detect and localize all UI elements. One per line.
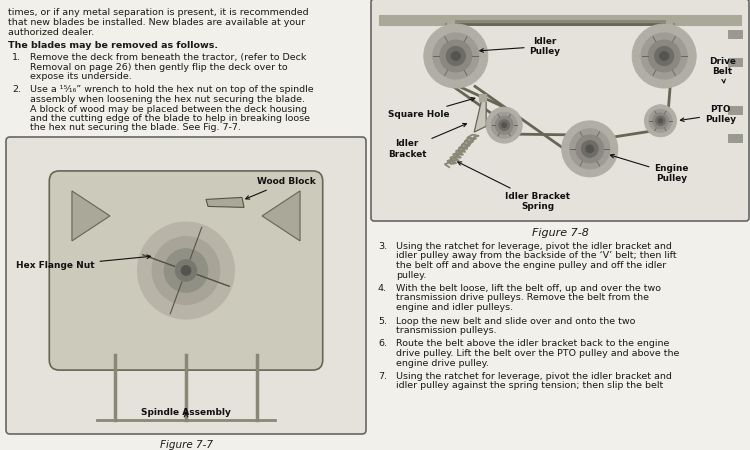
Text: transmission pulleys.: transmission pulleys.	[396, 326, 496, 335]
Circle shape	[446, 46, 466, 66]
Text: Remove the deck from beneath the tractor, (refer to Deck: Remove the deck from beneath the tractor…	[30, 53, 306, 62]
Text: transmission drive pulleys. Remove the belt from the: transmission drive pulleys. Remove the b…	[396, 293, 649, 302]
FancyBboxPatch shape	[6, 137, 366, 434]
Circle shape	[502, 122, 507, 128]
Text: Drive
Belt: Drive Belt	[710, 57, 736, 83]
Text: idler pulley against the spring tension; then slip the belt: idler pulley against the spring tension;…	[396, 382, 663, 391]
Circle shape	[164, 249, 208, 292]
Text: Using the ratchet for leverage, pivot the idler bracket and: Using the ratchet for leverage, pivot th…	[396, 372, 672, 381]
Circle shape	[652, 113, 668, 129]
Text: Using the ratchet for leverage, pivot the idler bracket and: Using the ratchet for leverage, pivot th…	[396, 242, 672, 251]
Circle shape	[576, 135, 604, 163]
FancyBboxPatch shape	[50, 171, 322, 370]
Text: Idler Bracket
Spring: Idler Bracket Spring	[458, 162, 570, 212]
Text: the hex nut securing the blade. See Fig. 7-7.: the hex nut securing the blade. See Fig.…	[30, 123, 241, 132]
Polygon shape	[474, 97, 509, 132]
Text: A block of wood may be placed between the deck housing: A block of wood may be placed between th…	[30, 104, 307, 113]
Text: PTO
Pulley: PTO Pulley	[680, 104, 736, 124]
Text: Wood Block: Wood Block	[246, 177, 316, 199]
Circle shape	[586, 145, 594, 153]
Circle shape	[486, 107, 522, 143]
Text: Loop the new belt and slide over and onto the two: Loop the new belt and slide over and ont…	[396, 316, 635, 325]
Text: Idler
Bracket: Idler Bracket	[388, 123, 466, 158]
Bar	[728, 134, 742, 142]
Text: Figure 7-8: Figure 7-8	[532, 228, 589, 238]
Text: drive pulley. Lift the belt over the PTO pulley and above the: drive pulley. Lift the belt over the PTO…	[396, 349, 680, 358]
Text: Engine
Pulley: Engine Pulley	[610, 154, 689, 184]
Circle shape	[452, 51, 460, 60]
Text: Figure 7-7: Figure 7-7	[160, 440, 212, 450]
Circle shape	[176, 260, 196, 281]
Text: 3.: 3.	[378, 242, 387, 251]
Text: Removal on page 26) then gently flip the deck over to: Removal on page 26) then gently flip the…	[30, 63, 288, 72]
Text: Spindle Assembly: Spindle Assembly	[141, 408, 231, 417]
Polygon shape	[72, 191, 110, 241]
Text: Square Hole: Square Hole	[388, 98, 475, 119]
Text: 6.: 6.	[378, 339, 387, 348]
Text: that new blades be installed. New blades are available at your: that new blades be installed. New blades…	[8, 18, 305, 27]
Circle shape	[137, 222, 235, 319]
Text: Route the belt above the idler bracket back to the engine: Route the belt above the idler bracket b…	[396, 339, 669, 348]
Circle shape	[649, 109, 672, 132]
Bar	[478, 94, 486, 101]
Text: idler pulley away from the backside of the ‘V’ belt; then lift: idler pulley away from the backside of t…	[396, 252, 676, 261]
Circle shape	[499, 120, 509, 130]
Text: assembly when loosening the hex nut securing the blade.: assembly when loosening the hex nut secu…	[30, 95, 305, 104]
Text: 5.: 5.	[378, 316, 387, 325]
Text: authorized dealer.: authorized dealer.	[8, 28, 94, 37]
Text: times, or if any metal separation is present, it is recommended: times, or if any metal separation is pre…	[8, 8, 309, 17]
Text: the belt off and above the engine pulley and off the idler: the belt off and above the engine pulley…	[396, 261, 666, 270]
Text: expose its underside.: expose its underside.	[30, 72, 132, 81]
Circle shape	[182, 266, 190, 275]
Text: Idler
Pulley: Idler Pulley	[480, 36, 560, 56]
Text: pulley.: pulley.	[396, 270, 426, 279]
Circle shape	[581, 140, 598, 158]
Text: 2.: 2.	[12, 86, 21, 94]
Circle shape	[648, 40, 680, 72]
Text: 7.: 7.	[378, 372, 387, 381]
FancyBboxPatch shape	[371, 0, 749, 221]
Text: engine drive pulley.: engine drive pulley.	[396, 359, 489, 368]
Circle shape	[491, 112, 517, 138]
Bar	[728, 58, 742, 67]
Bar	[379, 15, 741, 25]
Circle shape	[655, 46, 674, 66]
Circle shape	[562, 121, 618, 177]
Text: With the belt loose, lift the belt off, up and over the two: With the belt loose, lift the belt off, …	[396, 284, 661, 293]
Circle shape	[632, 24, 696, 88]
Bar	[728, 31, 742, 38]
Text: 4.: 4.	[378, 284, 387, 293]
Circle shape	[641, 33, 687, 79]
Bar	[728, 106, 742, 114]
Circle shape	[440, 40, 472, 72]
Polygon shape	[262, 191, 300, 241]
Circle shape	[424, 24, 488, 88]
Circle shape	[495, 116, 513, 134]
Text: and the cutting edge of the blade to help in breaking loose: and the cutting edge of the blade to hel…	[30, 114, 310, 123]
Circle shape	[433, 33, 479, 79]
Circle shape	[152, 237, 220, 304]
Text: Use a ¹⁵⁄₁₆” wrench to hold the hex nut on top of the spindle: Use a ¹⁵⁄₁₆” wrench to hold the hex nut …	[30, 86, 314, 94]
Circle shape	[644, 105, 676, 137]
Circle shape	[569, 129, 610, 169]
Circle shape	[656, 116, 665, 126]
Polygon shape	[206, 198, 244, 207]
Text: 1.: 1.	[12, 53, 21, 62]
Text: The blades may be removed as follows.: The blades may be removed as follows.	[8, 41, 218, 50]
Text: Hex Flange Nut: Hex Flange Nut	[16, 255, 151, 270]
Circle shape	[660, 51, 669, 60]
Text: engine and idler pulleys.: engine and idler pulleys.	[396, 303, 513, 312]
Circle shape	[658, 118, 663, 123]
